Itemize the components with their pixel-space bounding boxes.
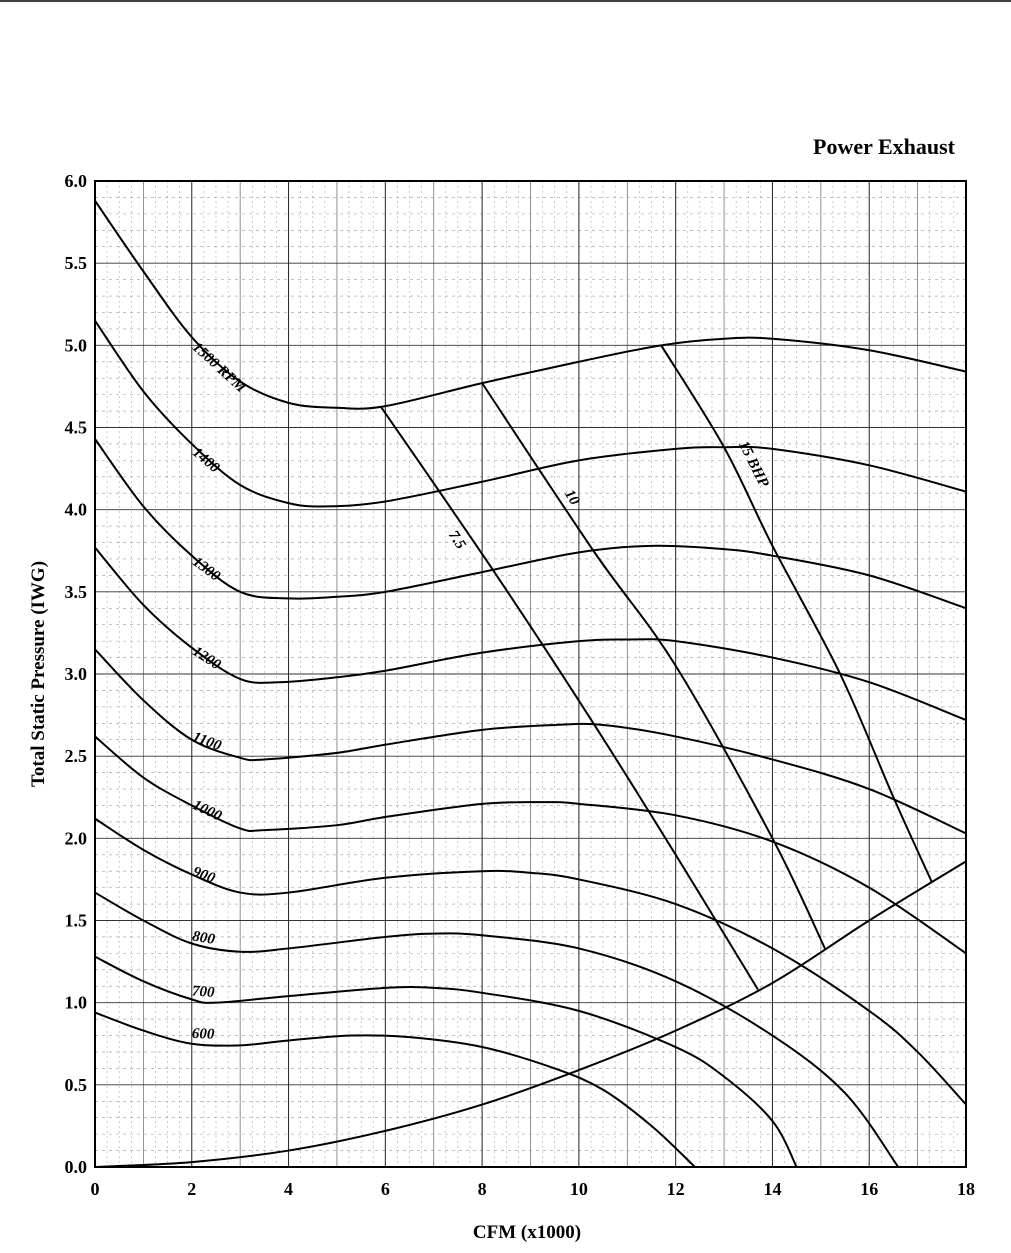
curves <box>94 200 967 1168</box>
rpm-label: 600 <box>192 1026 216 1043</box>
axis-ticks: 0 2 4 6 8 10 12 14 16 18 0.0 0.5 1.0 1.5 2.0 2.5 3.0 3.5 4… <box>65 171 976 1199</box>
bhp-line <box>481 382 827 951</box>
y-tick-label: 3.0 <box>65 664 88 684</box>
y-tick-label: 4.0 <box>65 500 88 520</box>
x-tick-label: 2 <box>187 1179 196 1199</box>
system-curve <box>94 860 967 1168</box>
rpm-label: 1000 <box>190 797 224 825</box>
rpm-label: 1100 <box>190 729 223 754</box>
rpm-curve <box>94 320 967 508</box>
plot-frame <box>94 180 967 1168</box>
x-tick-label: 6 <box>381 1179 390 1199</box>
rpm-curve <box>94 546 967 721</box>
rpm-curve <box>94 891 900 1168</box>
x-tick-label: 18 <box>957 1179 975 1199</box>
y-tick-label: 1.5 <box>65 911 88 931</box>
x-tick-label: 8 <box>478 1179 487 1199</box>
rpm-curve <box>94 438 967 610</box>
bhp-label: 15 BHP <box>735 439 772 491</box>
rpm-curve <box>94 1011 696 1168</box>
bhp-line <box>660 344 934 884</box>
chart-title: Power Exhaust <box>813 134 956 159</box>
x-tick-label: 14 <box>763 1179 781 1199</box>
grid <box>94 180 967 1168</box>
x-tick-label: 12 <box>667 1179 685 1199</box>
y-tick-label: 1.0 <box>65 993 88 1013</box>
rpm-label: 1400 <box>189 445 223 477</box>
bhp-label: 10 <box>561 487 583 509</box>
y-tick-label: 5.5 <box>65 253 88 273</box>
y-tick-label: 2.0 <box>65 828 88 848</box>
rpm-curve <box>94 817 967 1106</box>
bhp-label: 7.5 <box>445 528 469 553</box>
x-tick-label: 4 <box>284 1179 293 1199</box>
bhp-line <box>379 405 759 991</box>
y-tick-label: 0.5 <box>65 1075 88 1095</box>
x-tick-label: 0 <box>91 1179 100 1199</box>
rpm-curve <box>94 735 967 955</box>
rpm-label: 1200 <box>190 644 224 674</box>
y-tick-label: 4.5 <box>65 418 88 438</box>
y-tick-label: 3.5 <box>65 582 88 602</box>
rpm-curve <box>94 955 798 1168</box>
y-tick-label: 0.0 <box>65 1157 88 1177</box>
rpm-label: 700 <box>192 983 216 1000</box>
y-tick-label: 5.0 <box>65 335 88 355</box>
rpm-curve <box>94 200 967 410</box>
rpm-curve <box>94 648 967 835</box>
y-tick-label: 6.0 <box>65 171 88 191</box>
rpm-label: 800 <box>191 928 216 948</box>
x-tick-label: 16 <box>860 1179 878 1199</box>
rpm-label: 900 <box>190 864 217 887</box>
x-tick-label: 10 <box>570 1179 588 1199</box>
y-tick-label: 2.5 <box>65 746 88 766</box>
x-axis-label: CFM (x1000) <box>473 1222 581 1243</box>
rpm-label: 1300 <box>189 554 223 585</box>
y-axis-label: Total Static Pressure (IWG) <box>28 561 49 787</box>
